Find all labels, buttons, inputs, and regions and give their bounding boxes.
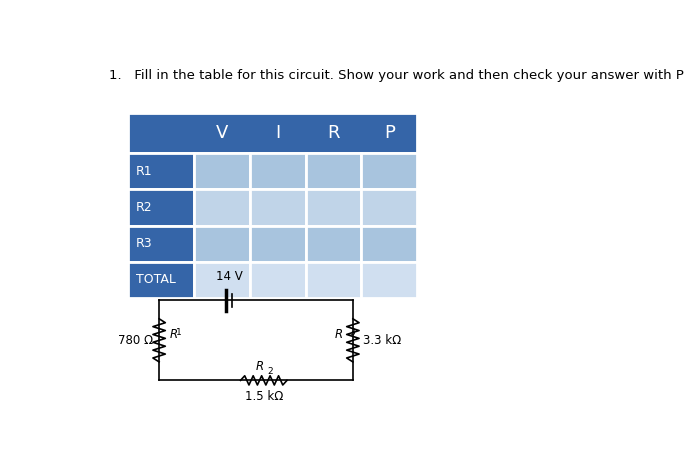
Text: R: R <box>334 328 343 340</box>
Bar <box>250 225 306 262</box>
Bar <box>250 262 306 298</box>
Bar <box>194 262 250 298</box>
Bar <box>361 262 417 298</box>
Text: P: P <box>384 124 395 142</box>
Text: I: I <box>275 124 280 142</box>
Text: R: R <box>169 328 177 340</box>
Bar <box>361 225 417 262</box>
Bar <box>250 153 306 189</box>
Text: R: R <box>256 360 264 373</box>
Text: R3: R3 <box>136 237 153 250</box>
Bar <box>361 153 417 189</box>
Bar <box>194 225 250 262</box>
Text: 14 V: 14 V <box>215 270 242 283</box>
Bar <box>306 189 361 225</box>
Text: 2: 2 <box>267 367 273 376</box>
Bar <box>306 153 361 189</box>
Text: 780 Ω: 780 Ω <box>118 334 153 347</box>
Text: TOTAL: TOTAL <box>136 274 176 286</box>
Bar <box>128 189 194 225</box>
Text: V: V <box>215 124 228 142</box>
Bar <box>128 113 417 153</box>
Text: R1: R1 <box>136 165 153 178</box>
Bar <box>361 189 417 225</box>
Text: R: R <box>327 124 340 142</box>
Text: R2: R2 <box>136 201 153 214</box>
Bar <box>128 225 194 262</box>
Bar <box>306 225 361 262</box>
Bar <box>306 262 361 298</box>
Text: 1.   Fill in the table for this circuit. Show your work and then check your answ: 1. Fill in the table for this circuit. S… <box>109 69 684 82</box>
Bar <box>194 189 250 225</box>
Bar <box>128 153 194 189</box>
Bar <box>128 262 194 298</box>
Text: 3.3 kΩ: 3.3 kΩ <box>363 334 402 347</box>
Text: 1: 1 <box>176 328 182 337</box>
Text: 1.5 kΩ: 1.5 kΩ <box>245 389 283 402</box>
Text: 3: 3 <box>349 328 355 337</box>
Bar <box>194 153 250 189</box>
Bar <box>250 189 306 225</box>
